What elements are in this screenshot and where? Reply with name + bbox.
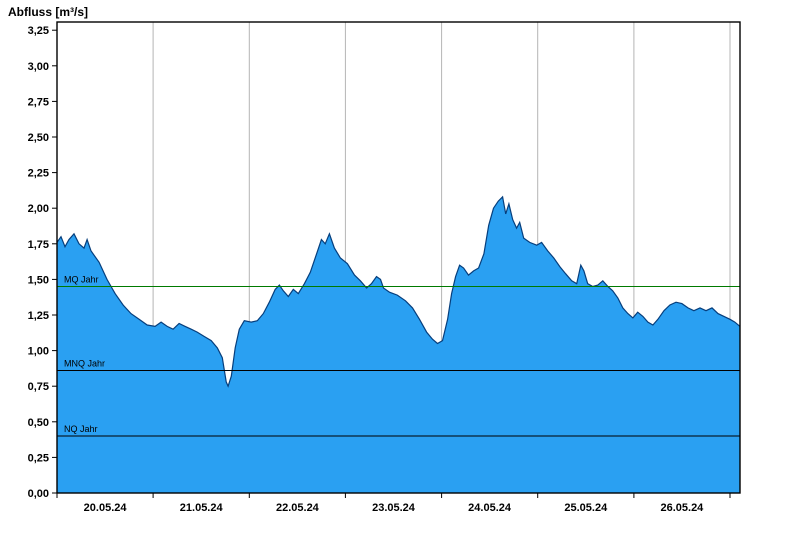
y-tick-label: 3,00 xyxy=(28,61,49,73)
discharge-line xyxy=(56,195,741,388)
y-tick-label: 2,75 xyxy=(28,96,49,108)
x-tick-label: 20.05.24 xyxy=(84,502,128,514)
x-tick-label: 25.05.24 xyxy=(564,502,608,514)
x-tick-label: 23.05.24 xyxy=(372,502,416,514)
y-tick-label: 1,00 xyxy=(28,346,49,358)
y-tick-label: 2,00 xyxy=(28,203,49,215)
y-tick-label: 3,25 xyxy=(28,25,49,37)
plot-border xyxy=(56,21,741,494)
y-tick-label: 0,00 xyxy=(28,488,49,500)
x-tick-label: 24.05.24 xyxy=(468,502,512,514)
x-tick-label: 21.05.24 xyxy=(180,502,224,514)
refline-label-mnq: MNQ Jahr xyxy=(64,359,105,369)
y-tick-label: 1,25 xyxy=(28,310,49,322)
y-tick-label: 1,75 xyxy=(28,239,49,251)
y-tick-label: 0,25 xyxy=(28,452,49,464)
y-tick-label: 2,25 xyxy=(28,168,49,180)
chart-title: Abfluss [m³/s] xyxy=(8,5,89,19)
x-tick-label: 22.05.24 xyxy=(276,502,320,514)
y-tick-label: 0,75 xyxy=(28,381,49,393)
refline-label-mq: MQ Jahr xyxy=(64,275,99,285)
y-tick-label: 0,50 xyxy=(28,417,49,429)
y-tick-label: 1,50 xyxy=(28,274,49,286)
discharge-area xyxy=(57,196,740,494)
y-tick-label: 2,50 xyxy=(28,132,49,144)
refline-label-nq: NQ Jahr xyxy=(64,424,98,434)
x-tick-label: 26.05.24 xyxy=(660,502,704,514)
